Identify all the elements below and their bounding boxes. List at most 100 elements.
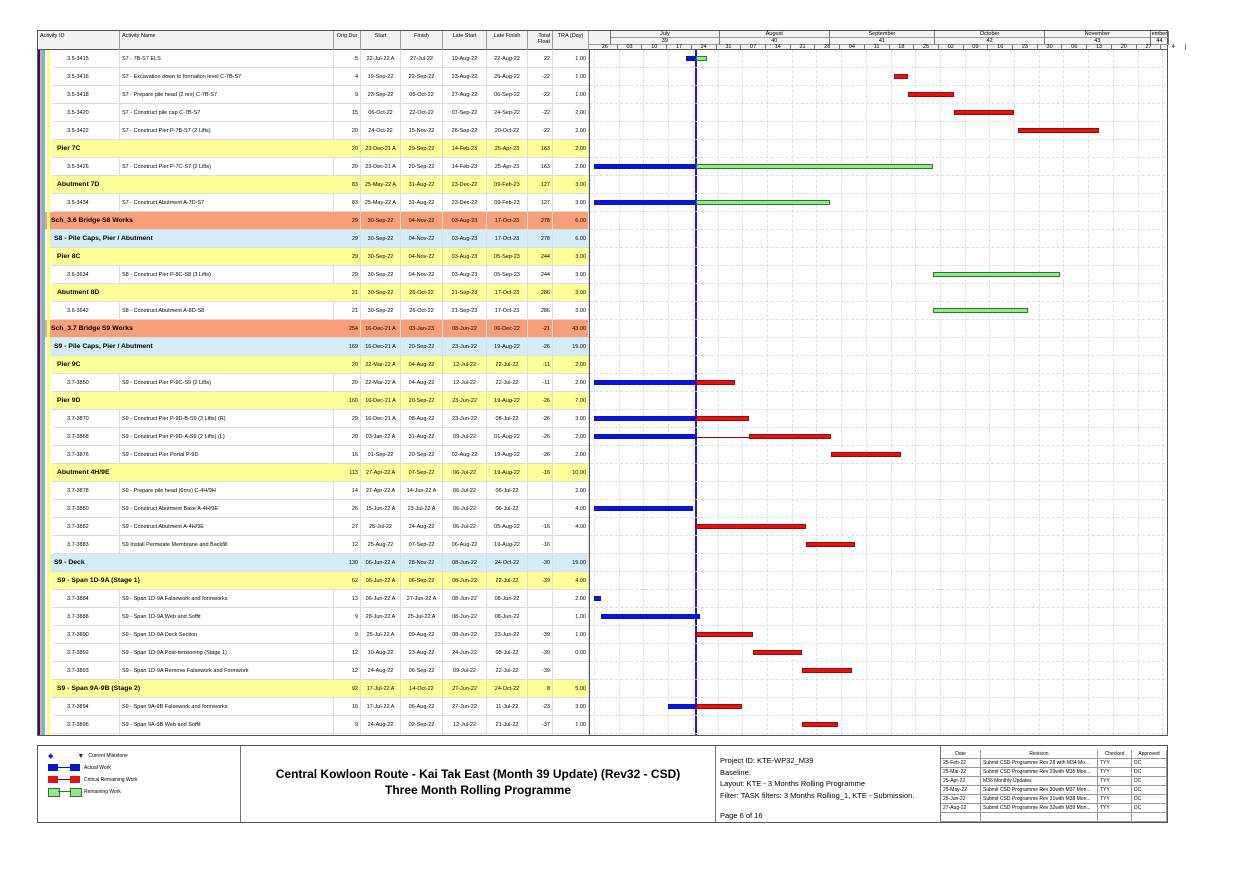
activity-name: S9 - Construct Abutment A-4H/9E [120,518,334,536]
critical-work-bar[interactable] [696,704,743,709]
critical-work-bar[interactable] [830,452,902,457]
activity-row[interactable]: 3.5-3426 S7 - Construct Pier P-7C-S7 (2 L… [53,158,589,176]
actual-work-bar[interactable] [601,614,700,619]
remaining-work-bar[interactable] [932,272,1060,277]
activity-row[interactable]: 3.5-3422 S7 - Construct Pier P-7B-S7 (2 L… [53,122,589,140]
critical-work-bar[interactable] [805,542,856,547]
critical-work-bar[interactable] [696,632,753,637]
actual-work-bar[interactable] [685,56,697,61]
wbs-group-row[interactable]: Abutment 4H/9E 113 27-Apr-22 A 07-Sep-22 06-… [51,464,589,482]
col-late-finish[interactable]: Late Finish [487,31,528,50]
activity-row[interactable]: 3.5-3418 S7 - Prepare pile head (2 nrs) C… [53,86,589,104]
activity-row[interactable]: 3.7-3883 S9 Install Permeate Membrane and… [53,536,589,554]
activity-row[interactable]: 3.6-3634 S8 - Construct Pier P-8C-S8 (3 L… [53,266,589,284]
critical-work-bar[interactable] [894,74,909,79]
critical-work-bar[interactable] [802,668,852,673]
wbs-group-row[interactable]: Sch_3.6 Bridge S8 Works 29 30-Sep-22 04-Nov… [45,212,589,230]
col-tra[interactable]: TRA (Day) [553,31,589,50]
row-gridline [590,103,1167,104]
activity-row[interactable]: 3.5-3434 S7 - Construct Abutment A-7D-S7 8… [53,194,589,212]
activity-name: S9 - Span 1D-9A Deck Section [120,626,334,644]
wbs-group-row[interactable]: Pier 9C 20 22-Mar-22 A 04-Aug-22 12-Jul-22 22… [51,356,589,374]
wbs-group-row[interactable]: Abutment 8D 21 30-Sep-22 26-Oct-22 21-Sep-23… [51,284,589,302]
wbs-group-row[interactable]: S9 - Pile Caps, Pier / Abutment 169 16-Dec… [48,338,589,356]
late-finish: 24-Oct-22 [487,680,528,698]
activity-row[interactable]: 3.7-3878 S9 - Prepare pile head (6nrs) C-… [53,482,589,500]
finish-date: 22-Sep-22 [401,68,443,86]
wbs-group-row[interactable]: Pier 7C 20 23-Dec-21 A 29-Sep-22 14-Feb-23 25… [51,140,589,158]
activity-name: S7 - 7B-S7 ELS [120,50,334,68]
activity-row[interactable]: 3.7-3868 S9 - Construct Pier P-9D-A-S9 (2… [53,428,589,446]
actual-work-bar[interactable] [594,506,693,511]
activity-row[interactable]: 3.7-3894 S9 - Span 9A-9B Falsework and fo… [53,698,589,716]
critical-work-bar[interactable] [752,650,803,655]
remaining-work-bar[interactable] [932,308,1029,313]
finish-date: 04-Nov-22 [401,230,443,248]
critical-work-bar[interactable] [696,380,736,385]
tra-days: 10.00 [553,464,589,482]
activity-row[interactable]: 3.7-3888 S9 - Span 1D-9A Web and Soffit 9 2… [53,608,589,626]
col-activity-id[interactable]: Activity ID [38,31,120,50]
activity-row[interactable]: 3.7-3850 S9 - Construct Pier P-9C-S9 (2 L… [53,374,589,392]
activity-row[interactable]: 3.7-3870 S9 - Construct Pier P-9D-B-S9 (3… [53,410,589,428]
total-float: -26 [528,392,553,410]
activity-row[interactable]: 3.7-3896 S9 - Span 9A-9B Web and Soffit 9 2… [53,716,589,734]
col-late-start[interactable]: Late Start [443,31,487,50]
activity-row[interactable]: 3.5-3420 S7 - Construct pile cap C-7B-S7 1… [53,104,589,122]
wbs-group-row[interactable]: S8 - Pile Caps, Pier / Abutment 29 30-Sep-… [48,230,589,248]
wbs-group-row[interactable]: Pier 9D 160 16-Dec-21 A 20-Sep-22 23-Jun-22 1… [51,392,589,410]
actual-work-bar[interactable] [594,200,697,205]
activity-row[interactable]: 3.5-3416 S7 - Excavation down to formatio… [53,68,589,86]
wbs-group-row[interactable]: S9 - Span 9A-9B (Stage 2) 92 17-Jul-22 A 14… [51,680,589,698]
wbs-group-row[interactable]: Sch_3.7 Bridge S9 Works 254 16-Dec-21 A 03-… [45,320,589,338]
activity-row[interactable]: 3.7-3884 S9 - Span 1D-9A Falsework and fo… [53,590,589,608]
activity-row[interactable]: 3.7-3876 S9 - Construct Pier Portal P-9D 1… [53,446,589,464]
critical-work-bar[interactable] [1017,128,1099,133]
wbs-group-row[interactable]: Pier 8C 29 30-Sep-22 04-Nov-22 03-Aug-23 05-S… [51,248,589,266]
week-number: 44 [1150,38,1169,45]
title-block: ◆ ▼ Current Milestone Actual Work Critical… [37,745,1168,823]
tra-days: 2.00 [553,140,589,158]
critical-work-bar[interactable] [696,524,806,529]
activity-row[interactable]: 3.7-3880 S9 - Construct Abutment Base A-4… [53,500,589,518]
activity-id: 3.7-3882 [53,518,120,536]
activity-name: S9 - Construct Abutment Base A-4H/9E [120,500,334,518]
remaining-work-bar[interactable] [696,200,831,205]
actual-work-bar[interactable] [594,596,602,601]
col-orig-dur[interactable]: Orig Dur [334,31,361,50]
week-day-label: 23 [1013,44,1038,50]
revision-cell [1132,813,1167,822]
actual-work-bar[interactable] [594,380,697,385]
col-total-float[interactable]: Total Float [528,31,553,50]
tra-days: 3.00 [553,284,589,302]
activity-name: S9 - Construct Pier P-9C-S9 (2 Lifts) [120,374,334,392]
critical-work-bar[interactable] [696,416,750,421]
critical-work-bar[interactable] [908,92,955,97]
actual-work-bar[interactable] [668,704,697,709]
actual-work-bar[interactable] [594,434,697,439]
late-start: 21-Sep-23 [443,284,487,302]
actual-work-bar[interactable] [594,164,697,169]
link-work-bar[interactable] [696,437,750,438]
activity-row[interactable]: 3.7-3890 S9 - Span 1D-9A Deck Section 9 25-… [53,626,589,644]
row-gridline [590,283,1167,284]
col-activity-name[interactable]: Activity Name [120,31,334,50]
remaining-work-bar[interactable] [696,164,933,169]
remaining-work-bar[interactable] [696,56,707,61]
wbs-group-row[interactable]: S9 - Span 1D-9A (Stage 1) 62 06-Jun-22 A 06… [51,572,589,590]
col-start[interactable]: Start [361,31,401,50]
activity-row[interactable]: 3.7-3892 S9 - Span 1D-9A Post-tensioning … [53,644,589,662]
activity-row[interactable]: 3.5-3415 S7 - 7B-S7 ELS 5 22-Jul-22 A 27-Jul… [53,50,589,68]
activity-row[interactable]: 3.7-3882 S9 - Construct Abutment A-4H/9E 2… [53,518,589,536]
week-number: 43 [1044,38,1151,45]
activity-row[interactable]: 3.7-3893 S9 - Span 1D-9A Remove Falsework… [53,662,589,680]
critical-work-bar[interactable] [954,110,1015,115]
actual-work-bar[interactable] [594,416,697,421]
critical-work-bar[interactable] [802,722,838,727]
wbs-group-row[interactable]: Abutment 7D 83 25-May-22 A 31-Aug-22 23-Dec-… [51,176,589,194]
wbs-group-row[interactable]: S9 - Deck 130 06-Jun-22 A 28-Nov-22 08-Jun-2… [48,554,589,572]
col-finish[interactable]: Finish [401,31,443,50]
activity-row[interactable]: 3.6-3642 S8 - Construct Abutment A-8D-S8 2… [53,302,589,320]
critical-work-bar[interactable] [749,434,831,439]
row-gridline [590,139,1167,140]
